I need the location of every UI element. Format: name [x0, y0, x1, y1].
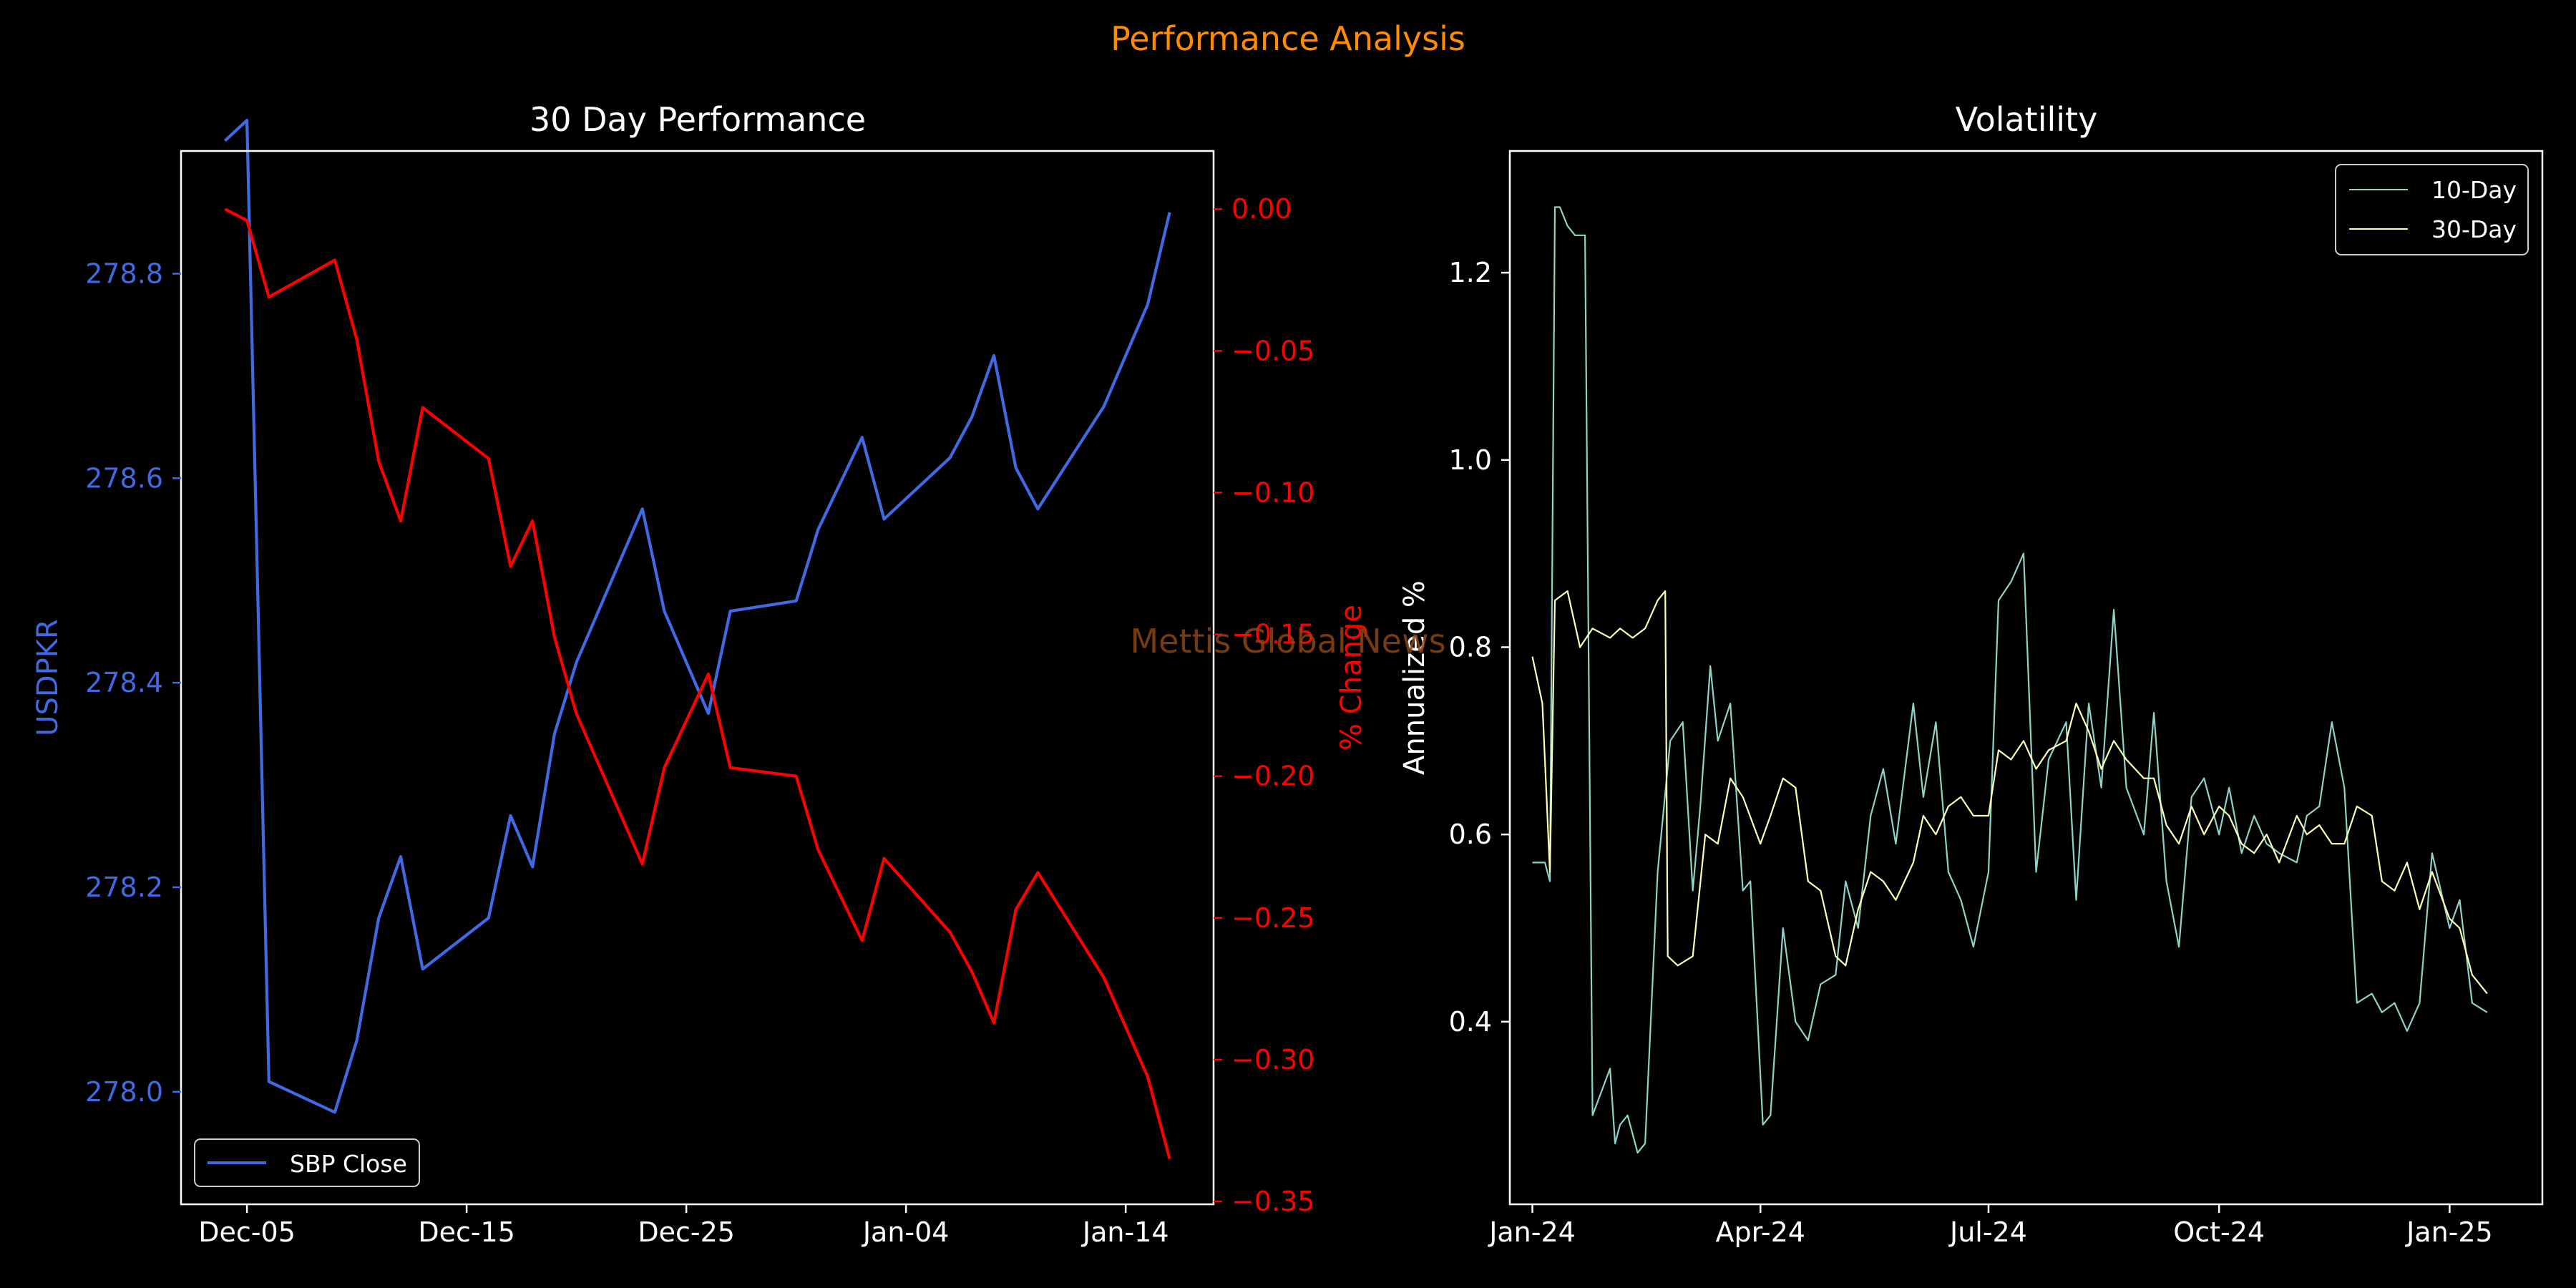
y-tick-label: 278.8	[85, 258, 163, 289]
y-tick-label: 1.0	[1449, 444, 1492, 476]
y-tick-label: 278.2	[85, 872, 163, 903]
y-tick-label: 278.6	[85, 462, 163, 494]
performance-legend-box	[194, 1138, 420, 1187]
pct-change-axis-label: % Change	[1335, 605, 1368, 751]
performance-x-ticks: Dec-05 Dec-15 Dec-25 Jan-04 Jan-14	[198, 1204, 1169, 1248]
legend-sbp-close-label: SBP Close	[290, 1150, 407, 1178]
pct-change-line	[224, 208, 1171, 1160]
performance-axes-frame	[180, 150, 1215, 1206]
legend-10-day-label: 10-Day	[2431, 176, 2517, 204]
volatility-axes-frame	[1508, 150, 2544, 1206]
sbp-close-line	[223, 119, 1171, 1114]
y-right-tick-label: −0.30	[1231, 1044, 1314, 1075]
x-tick-label: Jan-24	[1488, 1216, 1576, 1248]
y-right-tick-label: −0.20	[1231, 761, 1314, 792]
y-tick-label: 0.4	[1449, 1006, 1492, 1038]
volatility-legend-box	[2335, 164, 2529, 255]
y-tick-label: 0.6	[1449, 819, 1492, 850]
y-right-tick-label: −0.05	[1231, 335, 1314, 366]
volatility-chart-title: Volatility	[1956, 100, 2098, 139]
y-tick-label: 1.2	[1449, 257, 1492, 288]
x-tick-label: Jan-25	[2405, 1216, 2493, 1248]
usdpkr-axis-label: USDPKR	[31, 619, 64, 736]
y-tick-label: 0.8	[1449, 631, 1492, 663]
figure-title: Performance Analysis	[1111, 19, 1465, 58]
volatility-legend: 10-Day 30-Day	[2335, 164, 2529, 255]
y-right-tick-label: −0.10	[1231, 477, 1314, 508]
watermark: Mettis Global News	[1130, 622, 1445, 660]
y-right-tick-label: −0.25	[1231, 902, 1314, 934]
x-tick-label: Dec-15	[418, 1216, 515, 1248]
x-tick-label: Dec-05	[198, 1216, 296, 1248]
volatility-x-ticks: Jan-24 Apr-24 Jul-24 Oct-24 Jan-25	[1488, 1204, 2493, 1248]
volatility-lines	[1531, 206, 2488, 1154]
performance-lines	[223, 119, 1171, 1160]
x-tick-label: Jan-04	[862, 1216, 950, 1248]
y-tick-label: 278.4	[85, 667, 163, 698]
volatility-y-ticks: 0.4 0.6 0.8 1.0 1.2	[1449, 257, 1510, 1038]
performance-legend: SBP Close	[194, 1138, 420, 1187]
y-right-tick-label: 0.00	[1231, 193, 1292, 225]
performance-y-ticks-right: 0.00 −0.05 −0.10 −0.15 −0.20 −0.25 −0.30 −0.35	[1214, 193, 1314, 1217]
y-tick-label: 278.0	[85, 1076, 163, 1108]
performance-chart-title: 30 Day Performance	[530, 100, 866, 139]
x-tick-label: Jul-24	[1948, 1216, 2027, 1248]
performance-y-ticks-left: 278.0 278.2 278.4 278.6 278.8	[85, 258, 181, 1108]
y-right-tick-label: −0.35	[1231, 1186, 1314, 1217]
x-tick-label: Oct-24	[2173, 1216, 2265, 1248]
x-tick-label: Jan-14	[1081, 1216, 1169, 1248]
vol-10-day-line	[1532, 206, 2488, 1154]
performance-chart: 30 Day Performance Dec-05 Dec-15 Dec-25 Jan…	[31, 100, 1368, 1248]
x-tick-label: Dec-25	[638, 1216, 735, 1248]
x-tick-label: Apr-24	[1716, 1216, 1805, 1248]
vol-30-day-line	[1531, 590, 2488, 995]
volatility-chart: Volatility Jan-24 Apr-24 Jul-24 Oct-24 Jan-2…	[1398, 100, 2544, 1248]
annualized-axis-label: Annualized %	[1398, 580, 1431, 775]
y-right-tick-label: −0.15	[1231, 619, 1314, 650]
legend-30-day-label: 30-Day	[2431, 215, 2517, 243]
